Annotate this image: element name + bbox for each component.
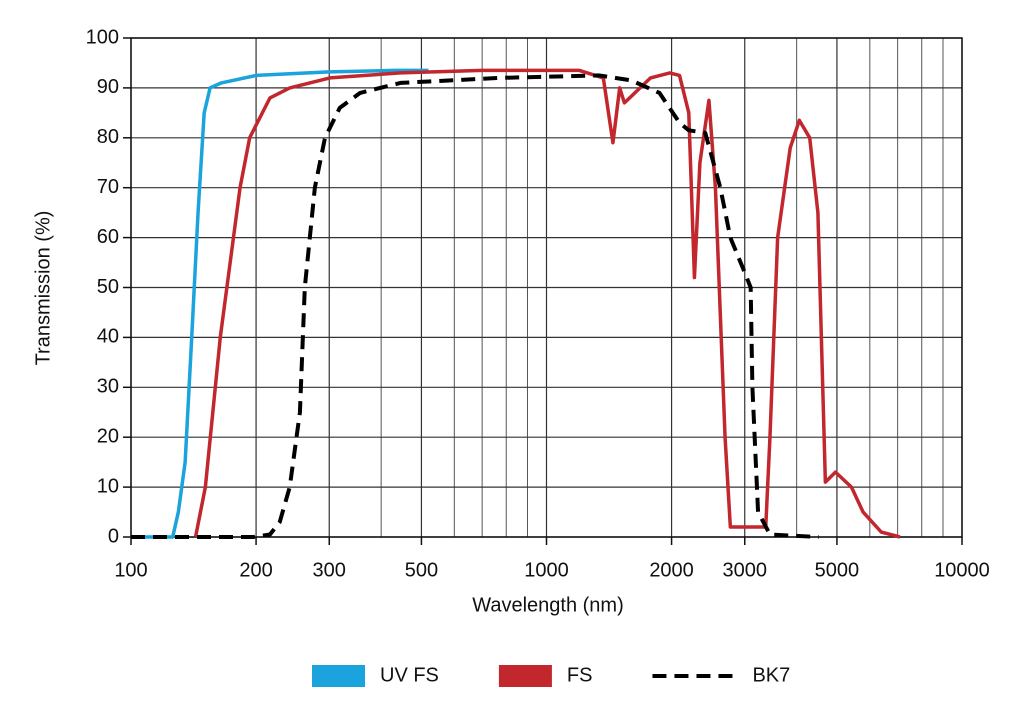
legend-label: UV FS (380, 664, 439, 686)
y-tick-label: 50 (97, 276, 119, 298)
legend-label: BK7 (752, 664, 790, 686)
x-tick-label: 10000 (934, 559, 990, 581)
legend-swatch (312, 665, 365, 687)
y-tick-label: 0 (108, 525, 119, 547)
y-tick-label: 30 (97, 376, 119, 398)
legend-label: FS (567, 664, 593, 686)
x-tick-label: 300 (313, 559, 346, 581)
x-tick-label: 1000 (524, 559, 569, 581)
y-tick-label: 60 (97, 226, 119, 248)
y-tick-label: 10 (97, 475, 119, 497)
x-tick-label: 2000 (649, 559, 694, 581)
y-tick-label: 40 (97, 326, 119, 348)
y-tick-label: 90 (97, 76, 119, 98)
x-tick-label: 500 (405, 559, 438, 581)
x-tick-label: 3000 (722, 559, 767, 581)
x-tick-label: 200 (239, 559, 272, 581)
y-axis-label: Transmission (%) (32, 211, 54, 366)
series-line (131, 68, 429, 539)
x-axis-label: Wavelength (nm) (472, 594, 624, 616)
x-tick-label: 5000 (815, 559, 860, 581)
legend-swatch (498, 665, 552, 687)
series-line (131, 73, 819, 539)
series-line (193, 68, 901, 539)
y-tick-label: 80 (97, 126, 119, 148)
plot-frame (130, 37, 963, 538)
y-tick-label: 20 (97, 425, 119, 447)
y-tick-label: 70 (97, 176, 119, 198)
y-tick-label: 100 (86, 26, 119, 48)
x-tick-label: 100 (114, 559, 147, 581)
